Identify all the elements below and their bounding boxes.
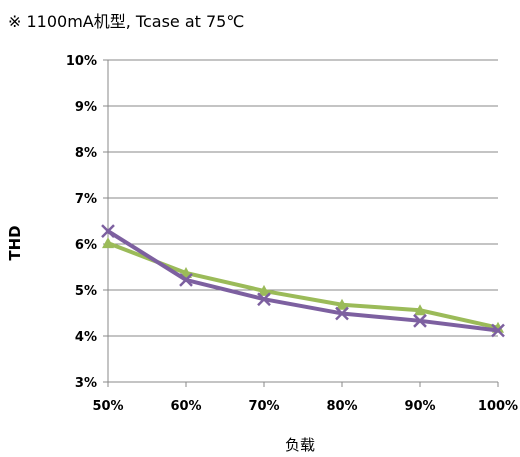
y-tick-label: 8% xyxy=(75,146,97,161)
marker-stroke xyxy=(335,306,349,321)
data-point xyxy=(258,284,270,296)
y-tick-label: 5% xyxy=(75,284,97,299)
y-tick-label: 7% xyxy=(75,192,97,207)
tick-labels: 3% 4% 5% 6% 7% 8% 9% 10% 50% 60% 70% 80% 90% 100% xyxy=(66,54,518,414)
series-1 xyxy=(102,237,504,333)
x-tick-label: 50% xyxy=(92,399,123,414)
marker-stroke xyxy=(257,292,271,307)
y-tick-label: 6% xyxy=(75,238,97,253)
x-tick-label: 90% xyxy=(404,399,435,414)
data-point xyxy=(414,304,426,316)
marker-stroke xyxy=(101,224,115,239)
axes xyxy=(103,59,499,387)
x-tick-label: 80% xyxy=(326,399,357,414)
chart-note: ※ 1100mA机型, Tcase at 75℃ xyxy=(8,12,245,31)
x-tick-label: 100% xyxy=(478,399,518,414)
series-line xyxy=(106,241,500,330)
y-tick-label: 3% xyxy=(75,376,97,391)
marker-stroke xyxy=(179,272,193,287)
data-point xyxy=(102,237,114,249)
x-tick-label: 70% xyxy=(248,399,279,414)
data-point xyxy=(101,224,115,239)
x-tick-label: 60% xyxy=(170,399,201,414)
data-point xyxy=(335,306,349,321)
data-point xyxy=(491,323,505,338)
series-2 xyxy=(101,224,505,338)
series xyxy=(101,224,505,338)
y-tick-label: 9% xyxy=(75,100,97,115)
data-point xyxy=(336,298,348,310)
y-tick-label: 4% xyxy=(75,330,97,345)
data-point xyxy=(179,272,193,287)
series-line xyxy=(106,229,500,333)
grid-lines xyxy=(108,59,498,337)
x-axis-label: 负载 xyxy=(285,436,315,454)
y-axis-label: THD xyxy=(6,225,24,260)
data-point xyxy=(257,292,271,307)
marker-stroke xyxy=(491,323,505,338)
marker-stroke xyxy=(413,313,427,328)
y-tick-label: 10% xyxy=(66,54,97,69)
data-point xyxy=(413,313,427,328)
